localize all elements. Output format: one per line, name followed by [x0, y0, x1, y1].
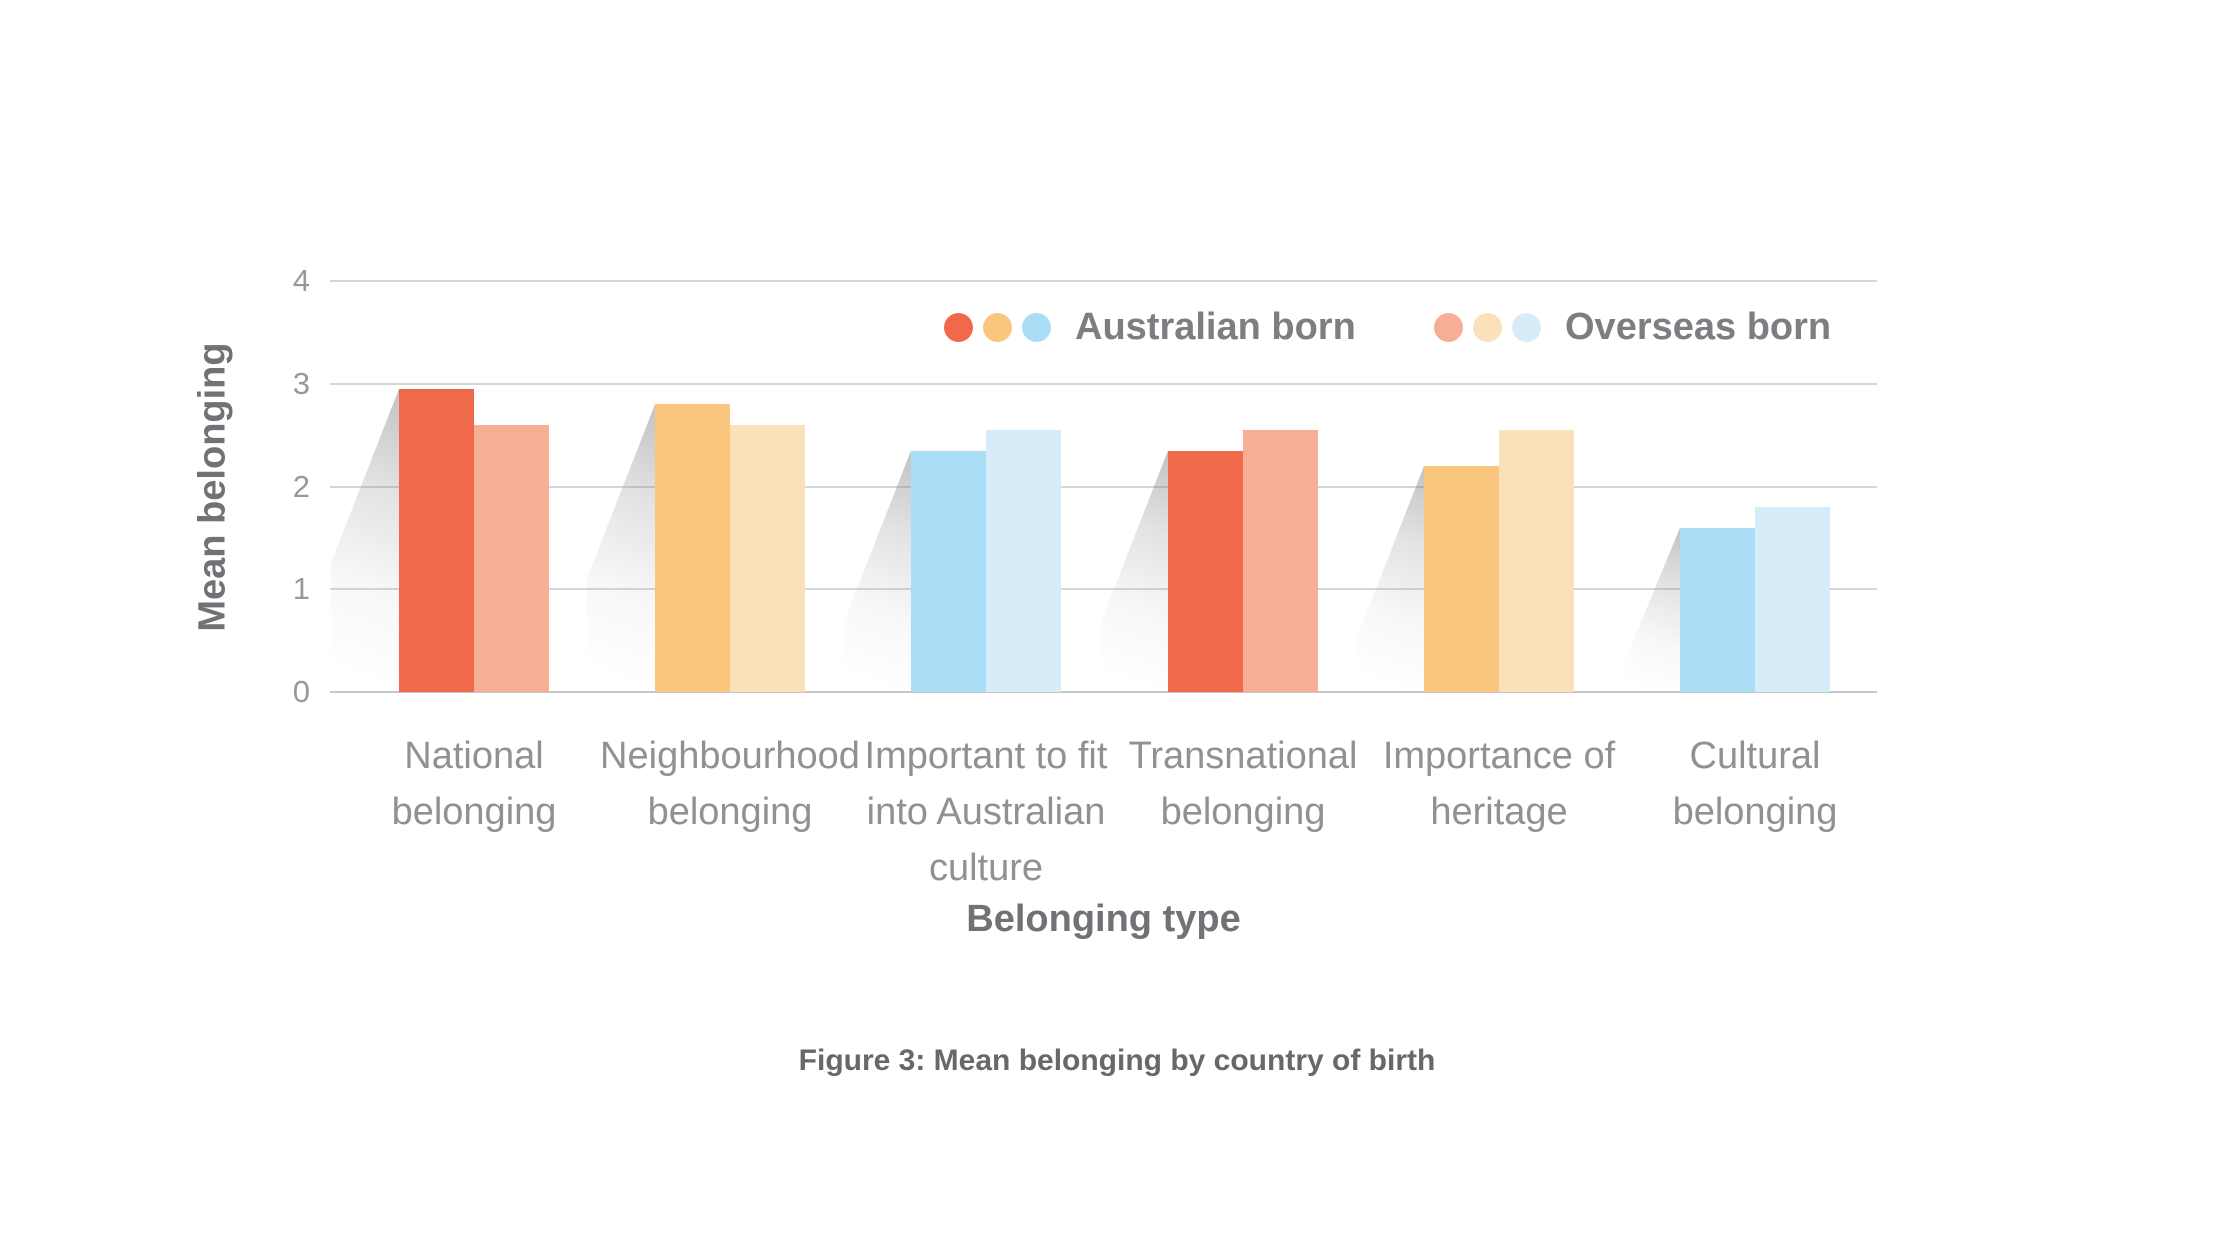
bar-australian-born-important-to-fit-into-australian-culture [911, 450, 986, 692]
bar-shadow [1612, 527, 1680, 692]
legend-label: Overseas born [1565, 305, 1832, 348]
y-axis-tick-label: 3 [292, 365, 310, 401]
bar-overseas-born-national-belonging [474, 424, 549, 692]
legend-dot-lightblue [1512, 312, 1541, 342]
category-label-national-belonging: National belonging [391, 735, 557, 833]
bar-shadow [331, 388, 399, 692]
gridline-y-3 [330, 382, 1877, 385]
legend-dot-blue [1022, 312, 1051, 342]
category-label-important-to-fit-into-australian-culture: Important to fit into Australian culture [864, 735, 1108, 889]
category-label-cultural-belonging: Cultural belonging [1672, 735, 1838, 833]
bar-australian-born-transnational-belonging [1168, 450, 1243, 692]
legend-dot-cream [1473, 312, 1502, 342]
bar-overseas-born-neighbourhood-belonging [730, 424, 805, 692]
bar-overseas-born-importance-of-heritage [1499, 429, 1574, 692]
legend-dot-red [944, 312, 973, 342]
y-axis-tick-label: 2 [292, 468, 310, 504]
legend-dot-salmon [1434, 312, 1463, 342]
gridline-y-1 [330, 588, 1877, 591]
category-label-transnational-belonging: Transnational belonging [1128, 735, 1358, 833]
x-axis-title: Belonging type [966, 898, 1241, 940]
y-axis-title: Mean belonging [191, 342, 234, 632]
legend-item-overseas-born: Overseas born [1434, 304, 1831, 350]
bar-australian-born-neighbourhood-belonging [655, 404, 730, 692]
legend-dot-orange [983, 312, 1012, 342]
gridline-y-4 [330, 280, 1877, 282]
bar-shadow [587, 404, 655, 692]
bar-overseas-born-important-to-fit-into-australian-culture [986, 429, 1061, 692]
gridline-y-2 [330, 485, 1877, 488]
legend-item-australian-born: Australian born [944, 304, 1356, 350]
y-axis-tick-label: 4 [292, 263, 310, 298]
category-label-neighbourhood-belonging: Neighbourhood belonging [600, 735, 860, 833]
bar-overseas-born-transnational-belonging [1243, 429, 1318, 692]
figure-caption: Figure 3: Mean belonging by country of b… [798, 1044, 1436, 1077]
category-label-importance-of-heritage: Importance of heritage [1382, 735, 1616, 833]
bar-shadow [1356, 465, 1424, 692]
bar-australian-born-cultural-belonging [1680, 527, 1755, 692]
y-axis-tick-label: 1 [292, 571, 310, 607]
legend-label: Australian born [1075, 305, 1356, 348]
bar-overseas-born-cultural-belonging [1755, 507, 1830, 692]
bar-australian-born-importance-of-heritage [1424, 465, 1499, 692]
bar-australian-born-national-belonging [399, 388, 474, 692]
gridline-y-0 [330, 691, 1877, 693]
y-axis-tick-label: 0 [292, 674, 310, 709]
